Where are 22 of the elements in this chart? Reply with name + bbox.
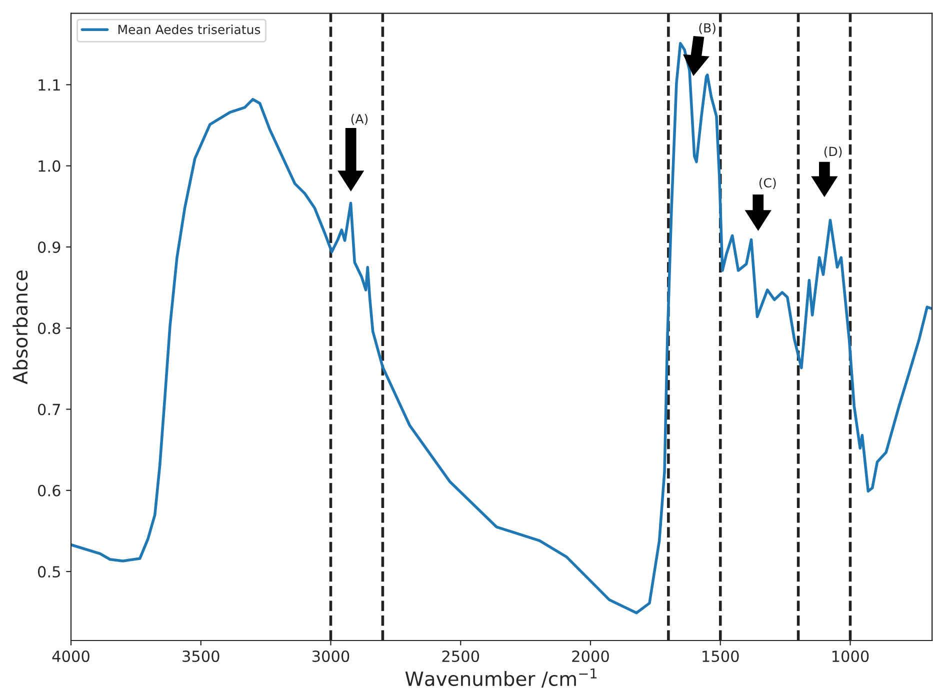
x-axis-title: Wavenumber /cm$^{−1}$	[405, 668, 597, 688]
x-tick-label: 1500	[702, 650, 739, 662]
annotation: (B)	[699, 22, 716, 34]
x-tick-label: 1000	[832, 650, 869, 662]
x-tick-label: 3500	[182, 650, 220, 662]
y-tick-label: 1.0	[38, 160, 60, 172]
legend-label: Mean Aedes triseriatus	[118, 24, 260, 34]
y-tick-label: 0.9	[38, 241, 60, 253]
x-tick-label: 4000	[52, 650, 90, 662]
x-tick-label: 2000	[572, 650, 609, 662]
annotation: (C)	[759, 178, 776, 189]
x-tick-label: 2500	[442, 650, 480, 662]
y-tick-label: 0.8	[38, 322, 60, 334]
annotation: (A)	[351, 114, 368, 126]
annotation: (D)	[824, 146, 842, 158]
line-series	[71, 42, 932, 614]
y-tick-label: 1.1	[38, 79, 60, 91]
x-tick-label: 3000	[312, 650, 350, 662]
y-tick-label: 0.7	[38, 404, 60, 416]
y-axis-title: Absorbance	[12, 270, 28, 384]
y-tick-label: 0.5	[38, 566, 60, 578]
y-tick-label: 0.6	[38, 484, 60, 496]
